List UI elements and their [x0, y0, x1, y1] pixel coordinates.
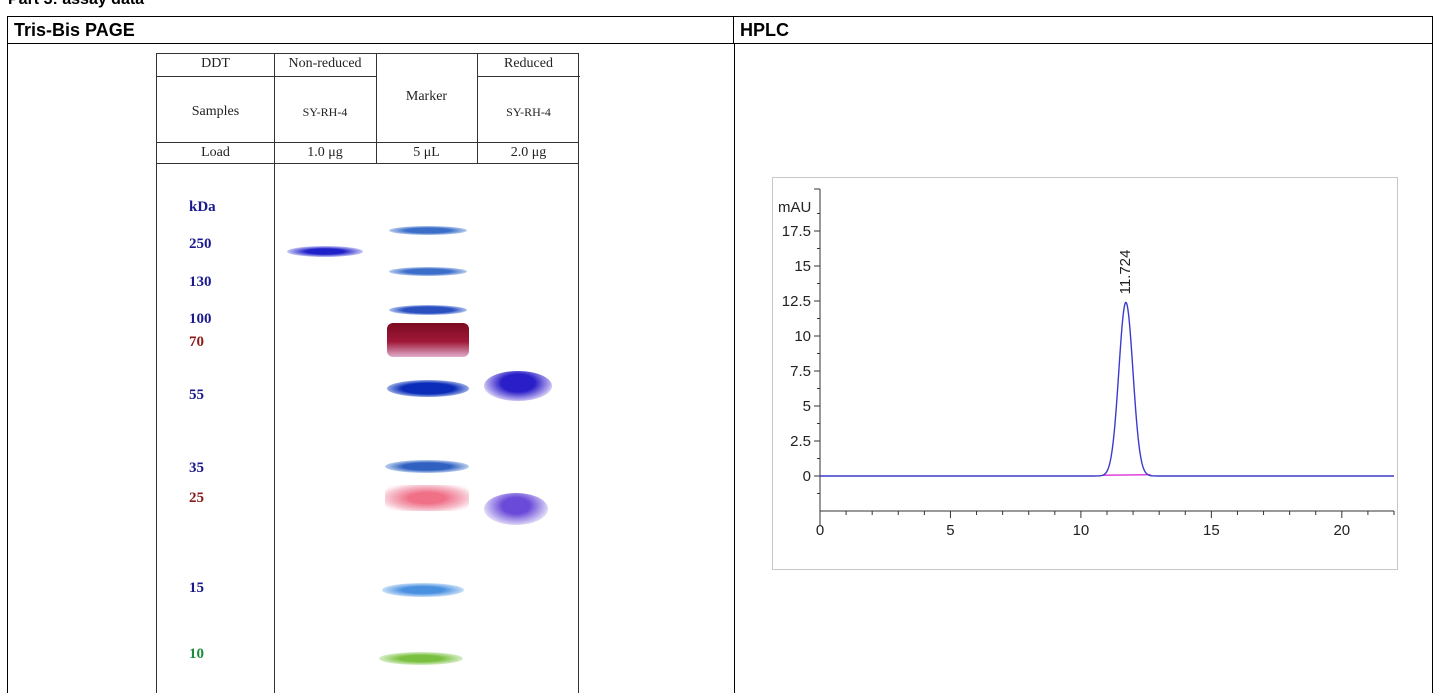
load-marker: 5 μL — [413, 145, 440, 160]
y-tick-label: 2.5 — [790, 433, 811, 450]
header-tris-bis-page: Tris-Bis PAGE — [8, 17, 734, 44]
y-tick-label: 17.5 — [782, 223, 811, 240]
marker-band-10 — [379, 652, 463, 665]
kda-label-100: 100 — [189, 311, 212, 327]
marker-band-15 — [382, 583, 464, 597]
hplc-chart: mAU 0 2.5 5 7.5 10 12.5 15 17.5 0 5 10 15 20 11.724 — [772, 177, 1398, 570]
sample-reduced: SY-RH-4 — [506, 105, 551, 119]
marker-band-25 — [385, 485, 469, 511]
chart-marks: 11.724 — [820, 250, 1394, 477]
load-non-reduced: 1.0 μg — [307, 145, 343, 160]
y-tick-label: 7.5 — [790, 363, 811, 380]
x-tick-label: 0 — [816, 522, 824, 539]
integration-baseline — [1102, 473, 1151, 477]
y-axis-label: mAU — [778, 199, 811, 216]
marker-label: Marker — [405, 89, 448, 104]
peak-label: 11.724 — [1117, 250, 1134, 295]
reduced-label: Reduced — [504, 56, 553, 71]
kda-title: kDa — [189, 199, 216, 215]
marker-band-250 — [389, 226, 467, 235]
marker-band-100 — [389, 305, 467, 315]
marker-band-35 — [385, 460, 469, 473]
marker-band-55 — [387, 380, 469, 397]
kda-label-15: 15 — [189, 580, 204, 596]
x-tick-label: 5 — [946, 522, 954, 539]
y-tick-label: 12.5 — [782, 293, 811, 310]
kda-label-70: 70 — [189, 334, 204, 350]
column-divider — [734, 44, 735, 693]
part-title: Part 3: assay data — [8, 0, 144, 9]
chart-axes: 0 2.5 5 7.5 10 12.5 15 17.5 0 5 10 15 20 — [782, 188, 1395, 539]
gel-rule — [157, 53, 578, 54]
gel-rule — [157, 76, 274, 77]
ddt-label: DDT — [201, 56, 230, 71]
kda-label-55: 55 — [189, 387, 204, 403]
gel-rule — [157, 163, 578, 164]
x-tick-label: 20 — [1333, 522, 1350, 539]
band-reduced-light — [484, 493, 548, 525]
gel-rule — [274, 53, 275, 693]
gel-image: DDT Non-reduced Reduced Marker Samples S… — [156, 53, 580, 693]
x-tick-label: 10 — [1073, 522, 1090, 539]
kda-label-25: 25 — [189, 490, 204, 506]
samples-label: Samples — [191, 104, 240, 119]
load-label: Load — [201, 145, 230, 160]
band-reduced-heavy — [484, 371, 552, 401]
y-tick-label: 10 — [794, 328, 811, 345]
band-non-reduced — [287, 246, 363, 257]
assay-table: Tris-Bis PAGE HPLC — [7, 16, 1433, 693]
gel-rule — [376, 53, 377, 163]
y-tick-label: 5 — [803, 398, 811, 415]
kda-label-250: 250 — [189, 236, 212, 252]
gel-rule — [477, 76, 580, 77]
signal-trace — [820, 301, 1394, 477]
marker-band-130 — [389, 267, 467, 276]
non-reduced-label: Non-reduced — [288, 56, 362, 71]
y-tick-label: 15 — [794, 258, 811, 275]
sample-non-reduced: SY-RH-4 — [302, 105, 348, 119]
x-tick-label: 15 — [1203, 522, 1220, 539]
header-hplc: HPLC — [734, 17, 1432, 44]
kda-label-10: 10 — [189, 646, 204, 662]
gel-rule — [157, 142, 578, 143]
y-tick-label: 0 — [803, 468, 811, 485]
chart-frame — [772, 177, 1398, 570]
marker-band-70 — [387, 323, 469, 357]
kda-label-35: 35 — [189, 460, 204, 476]
gel-rule — [274, 76, 376, 77]
kda-label-130: 130 — [189, 274, 212, 290]
load-reduced: 2.0 μg — [510, 145, 547, 160]
gel-rule — [477, 53, 478, 163]
